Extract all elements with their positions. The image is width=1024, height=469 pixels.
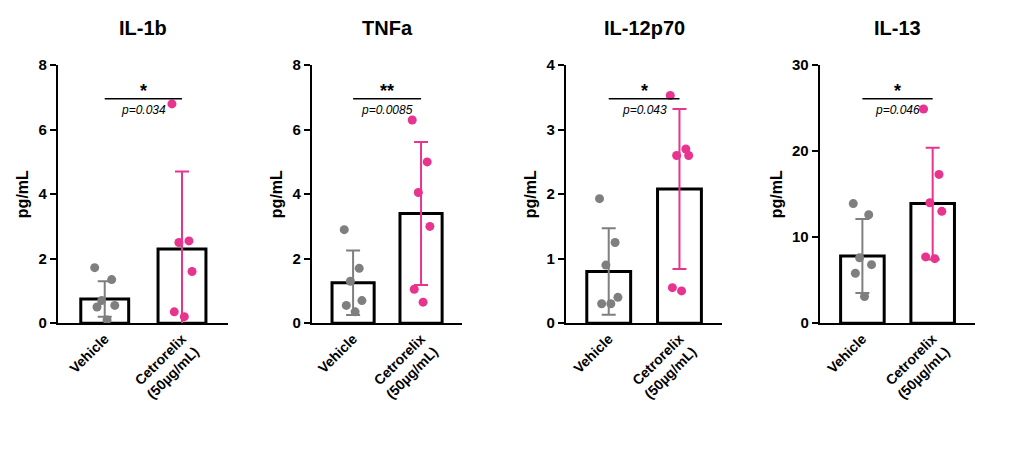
svg-text:IL-13: IL-13 (874, 17, 921, 39)
svg-text:p=0.043: p=0.043 (622, 103, 667, 117)
svg-text:10: 10 (792, 228, 809, 245)
svg-text:IL-1b: IL-1b (119, 17, 167, 39)
svg-text:6: 6 (39, 121, 47, 138)
svg-text:TNFa: TNFa (362, 17, 413, 39)
svg-text:Cetrorelix(50µg/mL): Cetrorelix(50µg/mL) (370, 331, 441, 402)
svg-text:pg/mL: pg/mL (268, 170, 285, 218)
svg-text:30: 30 (792, 56, 809, 73)
svg-text:Cetrorelix(50µg/mL): Cetrorelix(50µg/mL) (628, 331, 699, 402)
svg-text:8: 8 (292, 56, 300, 73)
svg-text:pg/mL: pg/mL (522, 170, 539, 218)
svg-text:3: 3 (546, 121, 554, 138)
svg-text:6: 6 (292, 121, 300, 138)
svg-text:Vehicle: Vehicle (66, 331, 112, 377)
svg-text:p=0.034: p=0.034 (121, 103, 166, 117)
svg-text:4: 4 (546, 56, 555, 73)
svg-text:*: * (641, 81, 648, 101)
svg-text:4: 4 (39, 185, 48, 202)
svg-text:0: 0 (39, 314, 47, 331)
svg-text:Vehicle: Vehicle (824, 331, 870, 377)
svg-text:0: 0 (800, 314, 808, 331)
svg-text:2: 2 (546, 185, 554, 202)
svg-text:4: 4 (292, 185, 301, 202)
svg-text:p=0.046: p=0.046 (875, 103, 920, 117)
svg-text:pg/mL: pg/mL (14, 170, 31, 218)
svg-text:1: 1 (546, 250, 554, 267)
svg-text:2: 2 (39, 250, 47, 267)
svg-text:**: ** (380, 81, 394, 101)
svg-text:0: 0 (292, 314, 300, 331)
svg-text:*: * (894, 81, 901, 101)
svg-text:p=0.0085: p=0.0085 (361, 103, 413, 117)
svg-text:20: 20 (792, 142, 809, 159)
svg-text:pg/mL: pg/mL (768, 170, 785, 218)
svg-text:IL-12p70: IL-12p70 (604, 17, 685, 39)
svg-text:Cetrorelix(50µg/mL): Cetrorelix(50µg/mL) (131, 331, 202, 402)
svg-text:0: 0 (546, 314, 554, 331)
svg-text:*: * (140, 81, 147, 101)
svg-text:2: 2 (292, 250, 300, 267)
svg-text:8: 8 (39, 56, 47, 73)
svg-text:Cetrorelix(50µg/mL): Cetrorelix(50µg/mL) (881, 331, 952, 402)
svg-text:Vehicle: Vehicle (315, 331, 361, 377)
svg-text:Vehicle: Vehicle (570, 331, 616, 377)
